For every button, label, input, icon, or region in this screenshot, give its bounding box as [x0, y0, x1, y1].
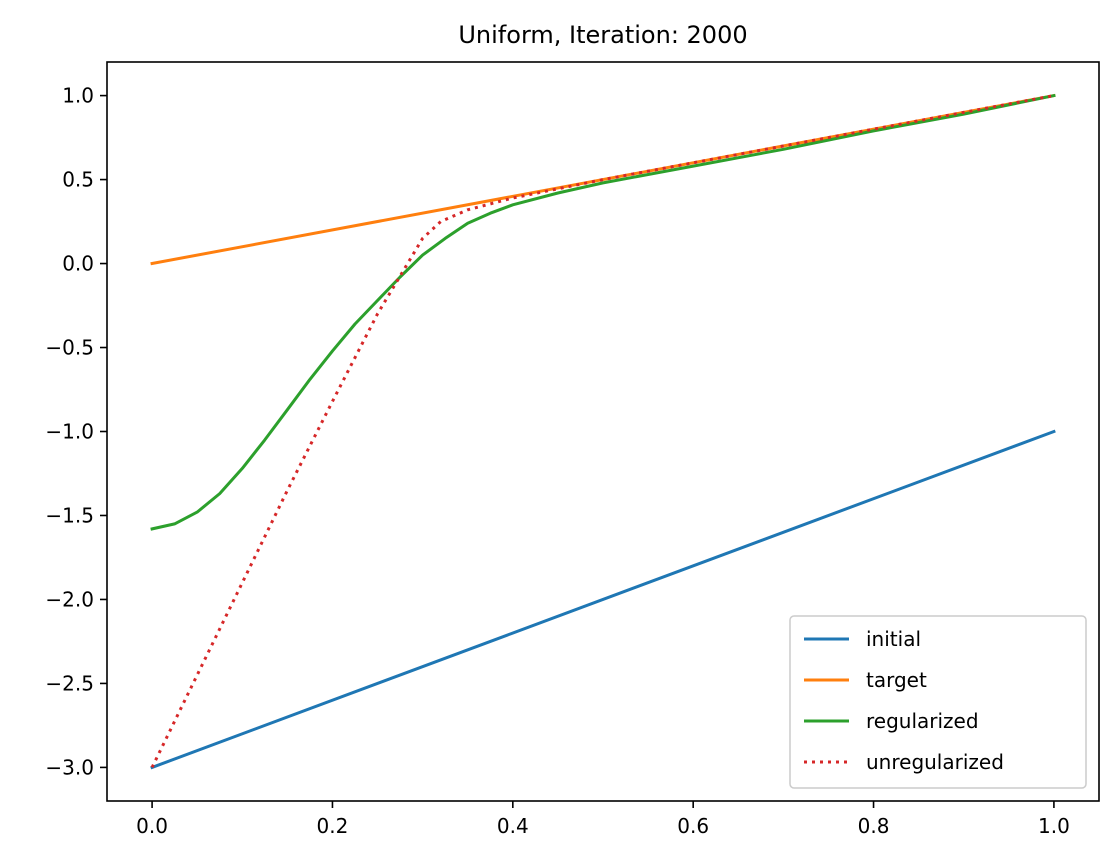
x-tick-label: 1.0	[1038, 814, 1070, 838]
x-tick-label: 0.2	[317, 814, 349, 838]
x-tick-label: 0.0	[136, 814, 168, 838]
x-tick-label: 0.6	[677, 814, 709, 838]
series-line-unregularized	[150, 94, 1055, 769]
plot-area	[150, 93, 1056, 770]
y-tick-label: 1.0	[62, 84, 94, 108]
y-tick-label: 0.5	[62, 168, 94, 192]
y-tick-label: −0.5	[45, 336, 94, 360]
series-line-target	[150, 93, 1056, 266]
y-tick-label: −1.5	[45, 503, 94, 527]
y-tick-label: −1.0	[45, 420, 94, 444]
series-line-regularized	[150, 93, 1056, 531]
series-line-initial	[150, 429, 1056, 770]
y-tick-label: −2.5	[45, 671, 94, 695]
y-tick-label: −3.0	[45, 755, 94, 779]
legend-box	[789, 615, 1087, 789]
x-tick-label: 0.4	[497, 814, 529, 838]
y-tick-label: 0.0	[62, 252, 94, 276]
chart-title: Uniform, Iteration: 2000	[458, 21, 747, 49]
legend-label-target: target	[866, 668, 927, 692]
legend-label-initial: initial	[866, 627, 921, 651]
axes: 0.0 0.2 0.4 0.6 0.8 1.0 1.0 0.5 0.0 −0.5 −1.0 −1.5 −…	[45, 61, 1100, 838]
x-tick-label: 0.8	[858, 814, 890, 838]
legend-label-unregularized: unregularized	[866, 750, 1004, 774]
legend-label-regularized: regularized	[866, 709, 979, 733]
y-tick-label: −2.0	[45, 587, 94, 611]
legend: initial target regularized unregularized	[789, 615, 1087, 789]
